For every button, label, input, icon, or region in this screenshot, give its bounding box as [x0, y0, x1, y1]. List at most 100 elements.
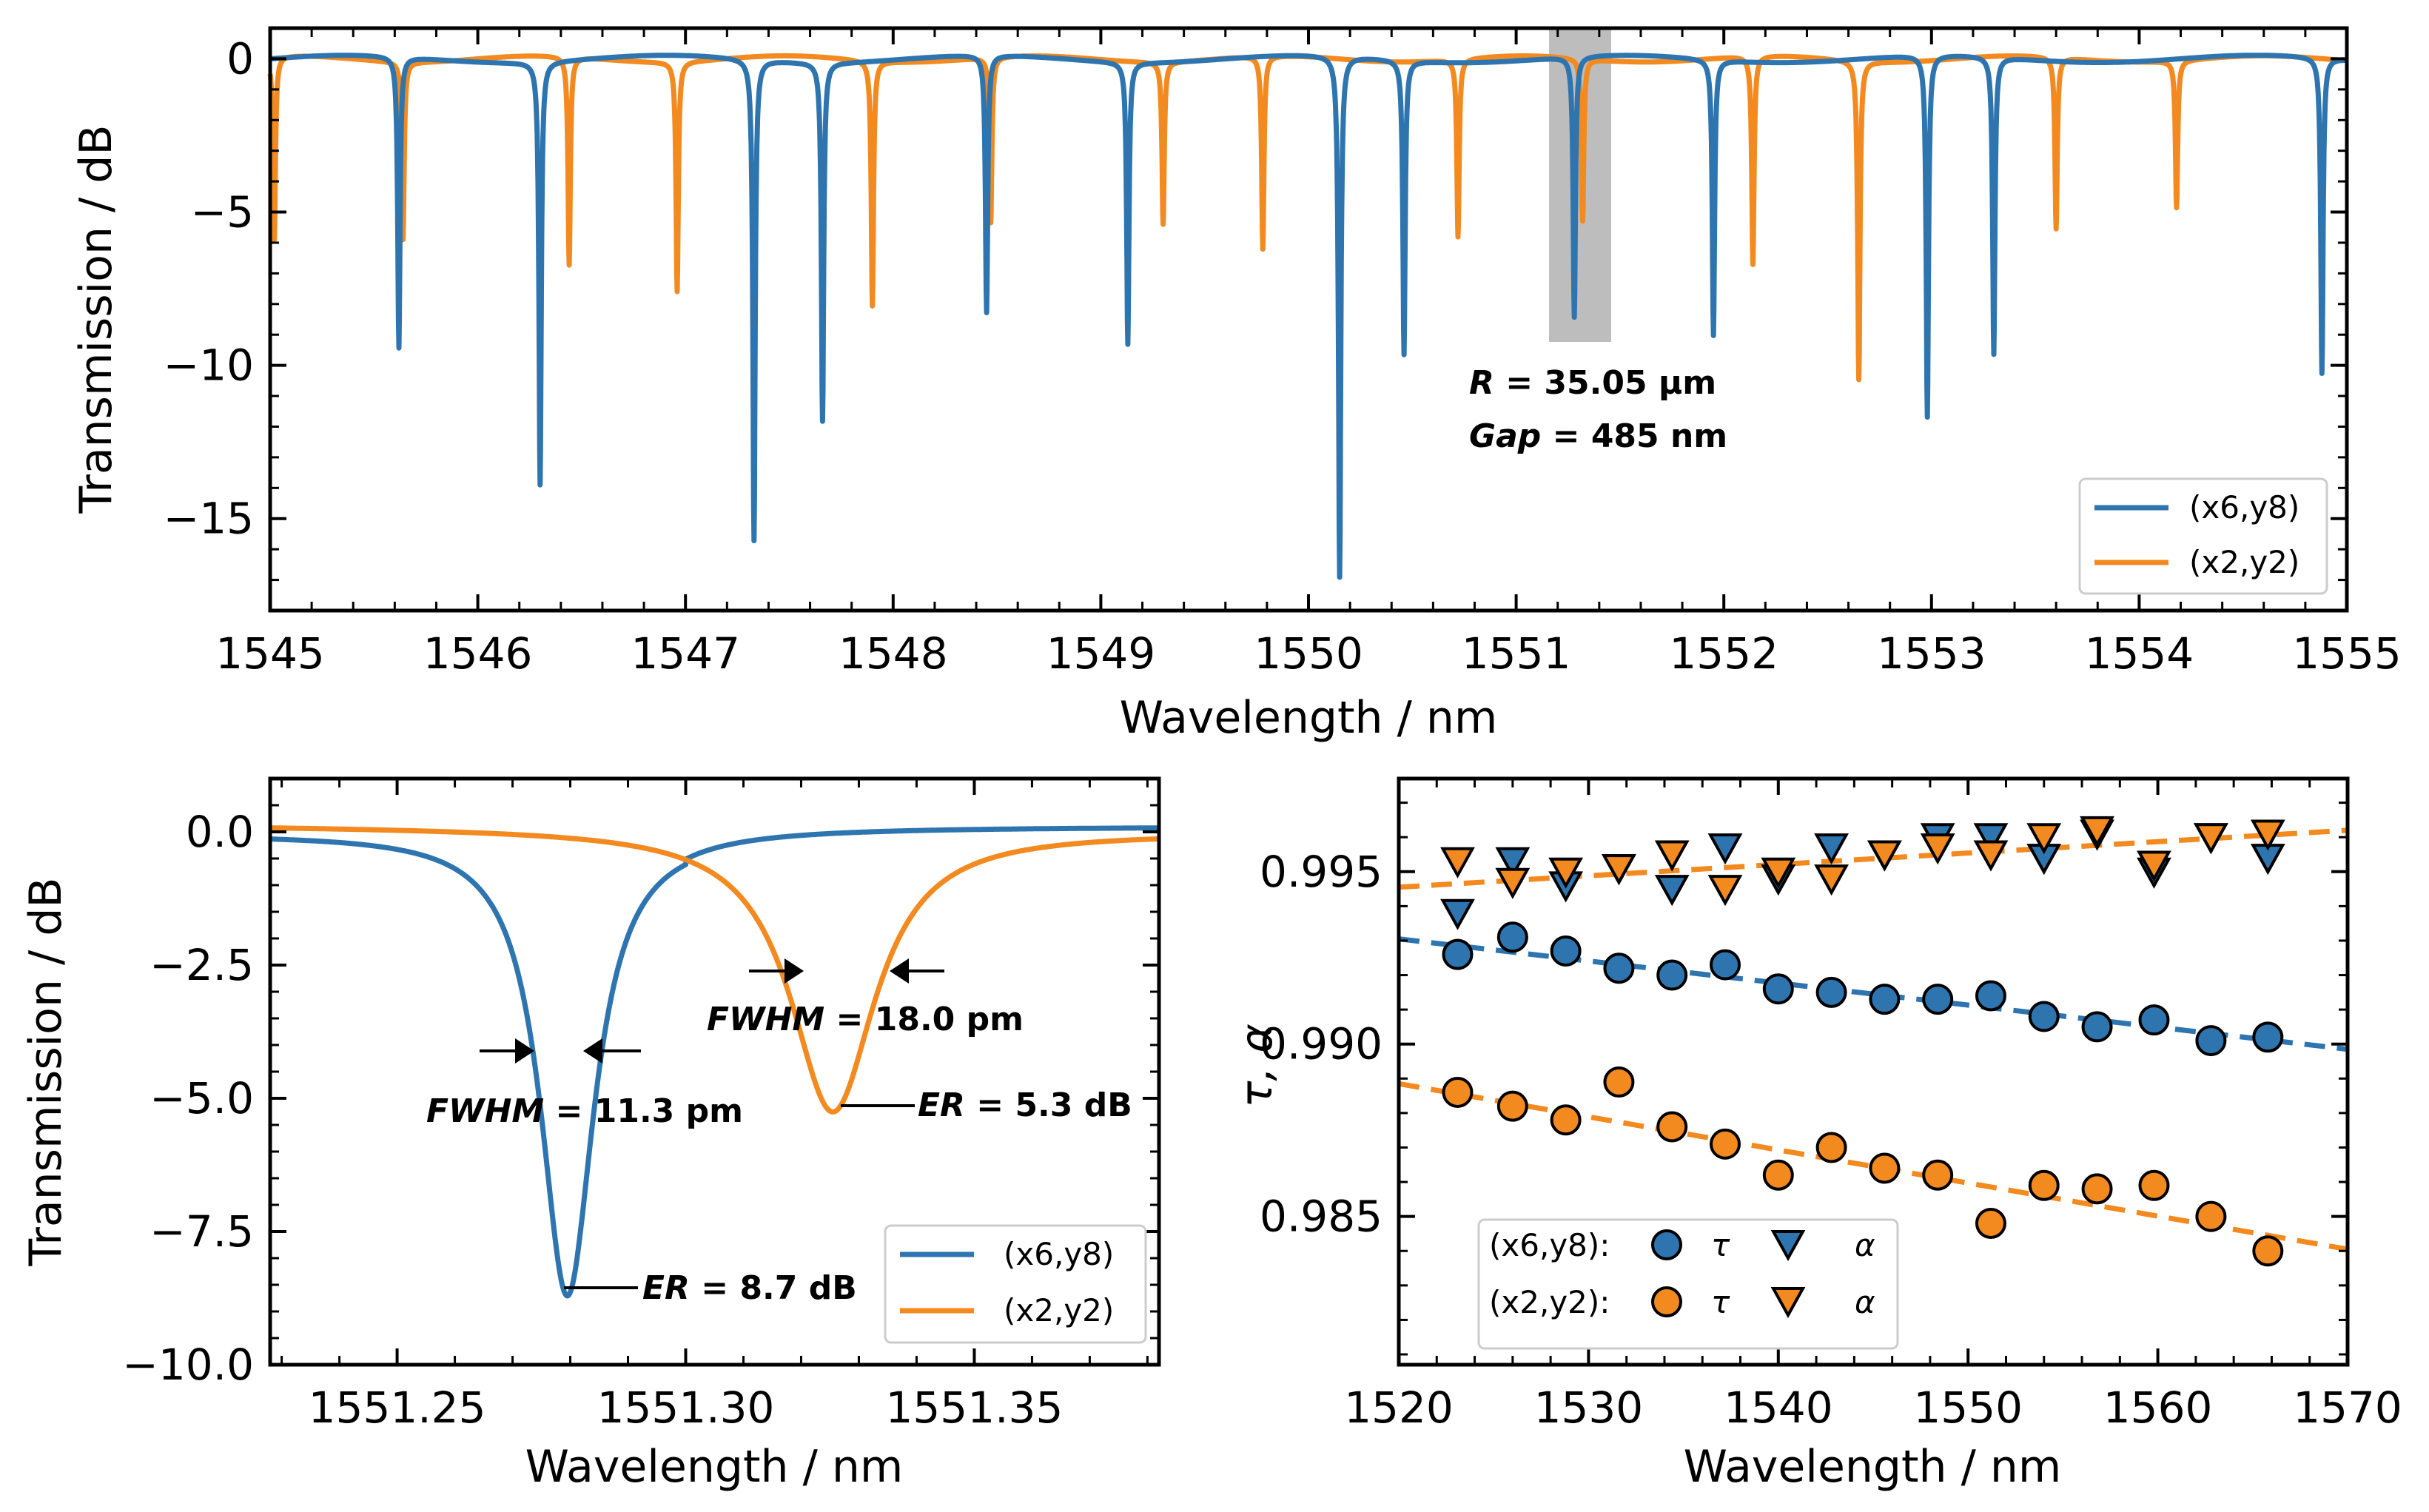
- top-series-lines: [267, 53, 2349, 580]
- top-ytick-label: −10: [164, 340, 254, 391]
- er-orange-annotation: ER = 5.3 dB: [918, 1086, 1132, 1124]
- br-point-alpha-orange: [1654, 840, 1690, 872]
- br-legend-row1-tau: τ: [1711, 1227, 1730, 1263]
- bl-xtick-label: 1551.30: [597, 1382, 775, 1433]
- er-blue-annotation: ER = 8.7 dB: [642, 1269, 857, 1307]
- br-point-alpha-blue: [1814, 833, 1849, 865]
- bl-xtick-label: 1551.35: [886, 1382, 1064, 1433]
- bottom-right-legend: (x6,y8): τ α (x2,y2): τ α: [1477, 1218, 1899, 1350]
- top-xtick-label: 1553: [1877, 628, 1986, 679]
- br-point-alpha-blue: [1440, 898, 1475, 930]
- top-series-line-blue: [268, 53, 2349, 580]
- br-point-alpha-orange: [1440, 847, 1475, 878]
- br-point-tau-orange: [2081, 1173, 2113, 1205]
- br-point-tau-blue: [1815, 976, 1847, 1008]
- br-point-alpha-orange: [1495, 867, 1531, 899]
- radius-symbol: R: [1469, 364, 1494, 402]
- br-point-tau-orange: [1762, 1159, 1794, 1191]
- bl-ytick-label: −2.5: [149, 940, 254, 990]
- br-point-tau-blue: [1869, 984, 1901, 1015]
- br-point-alpha-blue: [1707, 833, 1743, 865]
- gap-value: = 485 nm: [1541, 417, 1727, 455]
- fwhm-orange-left-arrowhead: [785, 958, 804, 984]
- top-plot-frame: [268, 26, 2349, 613]
- er-blue-symbol: ER: [642, 1269, 690, 1307]
- br-point-tau-blue: [1975, 980, 2006, 1012]
- br-point-tau-orange: [2138, 1169, 2170, 1201]
- top-ylabel: Transmission / dB: [70, 124, 122, 514]
- top-xtick-label: 1549: [1046, 628, 1156, 679]
- br-point-alpha-blue: [1654, 875, 1690, 907]
- fwhm-arrows-orange: [749, 958, 944, 984]
- br-point-alpha-orange: [1973, 840, 2009, 872]
- bottom-right-ticks: 1520 1530 1540 1550 1560 1570 0.995 0.990 0.985: [1260, 779, 2402, 1433]
- br-fit-line-blue: [1398, 936, 2348, 1052]
- br-point-tau-orange: [1975, 1207, 2006, 1239]
- br-xtick-label: 1570: [2293, 1382, 2402, 1433]
- br-point-tau-blue: [2195, 1025, 2227, 1057]
- bottom-right-points: [1440, 816, 2285, 1267]
- br-ytick-label: 0.990: [1260, 1019, 1383, 1069]
- br-point-alpha-blue: [1973, 823, 2009, 855]
- br-point-tau-orange: [1550, 1104, 1582, 1136]
- radius-value: = 35.05 µm: [1494, 364, 1716, 402]
- br-ytick-label: 0.985: [1260, 1192, 1383, 1242]
- bottom-left-ticks: 1551.25 1551.30 1551.35 0.0 −2.5 −5.0 −7.5 −10.…: [122, 779, 1159, 1433]
- br-legend-row2-tau: τ: [1711, 1284, 1730, 1320]
- top-legend-label-blue: (x6,y8): [2189, 489, 2299, 525]
- br-point-alpha-orange: [1920, 833, 1955, 865]
- fwhm-blue-symbol: FWHM: [426, 1092, 544, 1130]
- top-xtick-label: 1547: [631, 628, 740, 679]
- br-point-tau-blue: [2252, 1021, 2284, 1053]
- br-xtick-label: 1520: [1344, 1382, 1454, 1433]
- br-legend-blue-alpha-marker: [1770, 1230, 1806, 1262]
- br-point-alpha-orange: [1867, 840, 1902, 872]
- top-xtick-label: 1551: [1462, 628, 1571, 679]
- bl-legend-label-orange: (x2,y2): [1004, 1292, 1114, 1328]
- fwhm-blue-annotation: FWHM = 11.3 pm: [426, 1092, 743, 1130]
- fwhm-blue-value: = 11.3 pm: [544, 1092, 743, 1130]
- br-point-tau-blue: [1656, 959, 1688, 991]
- top-xtick-label: 1550: [1254, 628, 1363, 679]
- br-point-alpha-orange: [2026, 823, 2062, 855]
- er-blue-value: = 8.7 dB: [690, 1269, 857, 1307]
- bottom-left-plot-frame: [268, 776, 1161, 1367]
- br-point-alpha-orange: [1707, 875, 1743, 907]
- br-xtick-label: 1550: [1913, 1382, 2023, 1433]
- br-point-tau-orange: [2028, 1169, 2060, 1201]
- bl-ytick-label: −7.5: [149, 1206, 254, 1257]
- br-point-alpha-orange: [1761, 857, 1796, 889]
- top-xtick-label: 1546: [423, 628, 533, 679]
- br-point-tau-blue: [2028, 1001, 2060, 1032]
- br-point-tau-blue: [1496, 921, 1528, 953]
- br-point-tau-orange: [2252, 1235, 2284, 1267]
- br-fit-line-orange: [1398, 827, 2348, 890]
- br-point-tau-blue: [1762, 973, 1794, 1005]
- top-annotation-radius: R = 35.05 µm: [1469, 364, 1716, 402]
- br-ytick-label: 0.995: [1260, 847, 1383, 897]
- br-point-alpha-blue: [1495, 847, 1531, 878]
- br-point-alpha-orange: [2137, 850, 2171, 882]
- br-xtick-label: 1540: [1724, 1382, 1833, 1433]
- br-point-tau-blue: [2081, 1011, 2113, 1043]
- bottom-left-legend: (x6,y8) (x2,y2): [884, 1224, 1147, 1344]
- br-legend-blue-tau-marker: [1651, 1229, 1682, 1260]
- er-orange-symbol: ER: [918, 1086, 965, 1124]
- br-legend-orange-tau-marker: [1651, 1286, 1682, 1317]
- top-xtick-label: 1555: [2292, 628, 2402, 679]
- top-annotation-gap: Gap = 485 nm: [1469, 417, 1727, 455]
- bottom-left-xlabel: Wavelength / nm: [525, 1441, 904, 1493]
- bottom-right-plot-frame: [1397, 776, 2350, 1367]
- fwhm-arrows-blue: [480, 1038, 641, 1064]
- top-legend: (x6,y8) (x2,y2): [2078, 477, 2328, 595]
- fwhm-blue-right-arrowhead: [583, 1038, 602, 1064]
- br-point-tau-orange: [1815, 1132, 1847, 1163]
- br-point-tau-orange: [1710, 1128, 1741, 1160]
- top-xtick-label: 1554: [2085, 628, 2194, 679]
- top-ytick-label: 0: [226, 33, 254, 84]
- fwhm-blue-left-arrowhead: [515, 1038, 534, 1064]
- bl-ytick-label: −10.0: [122, 1340, 254, 1390]
- br-point-alpha-orange: [2080, 816, 2114, 848]
- fwhm-orange-annotation: FWHM = 18.0 pm: [707, 1001, 1024, 1038]
